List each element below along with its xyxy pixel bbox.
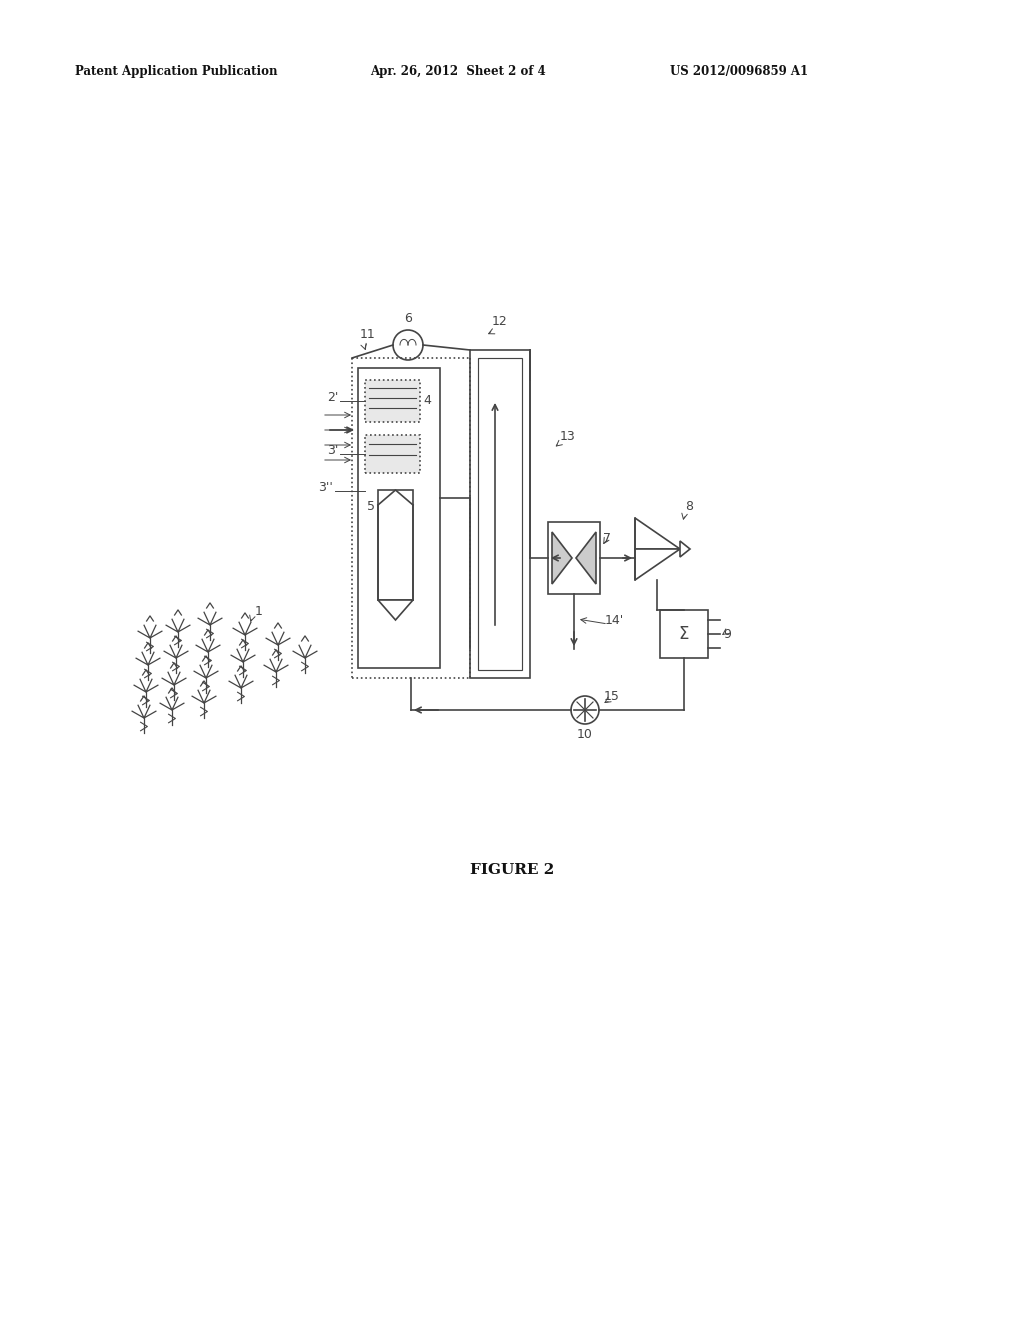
Text: 14': 14'	[605, 614, 625, 627]
Polygon shape	[575, 532, 596, 583]
Text: 13: 13	[560, 430, 575, 444]
Text: Apr. 26, 2012  Sheet 2 of 4: Apr. 26, 2012 Sheet 2 of 4	[370, 66, 546, 78]
Text: 2': 2'	[327, 391, 338, 404]
Text: Patent Application Publication: Patent Application Publication	[75, 66, 278, 78]
Text: 15: 15	[604, 690, 620, 704]
Text: 3'': 3''	[318, 480, 333, 494]
Text: 3': 3'	[327, 444, 338, 457]
Text: 10: 10	[578, 729, 593, 741]
Text: 4: 4	[423, 395, 431, 408]
Bar	[478, 358, 522, 671]
Bar	[358, 368, 440, 668]
Text: 8: 8	[685, 500, 693, 513]
Bar	[548, 521, 600, 594]
Bar	[470, 350, 530, 678]
Text: 1: 1	[255, 605, 263, 618]
Bar	[365, 436, 420, 473]
Text: US 2012/0096859 A1: US 2012/0096859 A1	[670, 66, 808, 78]
Text: 7: 7	[603, 532, 611, 545]
Text: 12: 12	[492, 315, 508, 327]
Polygon shape	[635, 517, 680, 549]
Text: FIGURE 2: FIGURE 2	[470, 863, 554, 876]
Bar	[660, 610, 708, 657]
Polygon shape	[378, 601, 413, 620]
Text: 11: 11	[360, 327, 376, 341]
Text: Σ: Σ	[679, 624, 689, 643]
Bar	[365, 380, 420, 422]
Polygon shape	[552, 532, 572, 583]
Text: 6: 6	[404, 312, 412, 325]
Polygon shape	[680, 541, 690, 557]
Text: 9: 9	[723, 627, 731, 640]
Text: 5: 5	[367, 500, 375, 513]
Bar	[378, 490, 413, 601]
Polygon shape	[635, 549, 680, 579]
